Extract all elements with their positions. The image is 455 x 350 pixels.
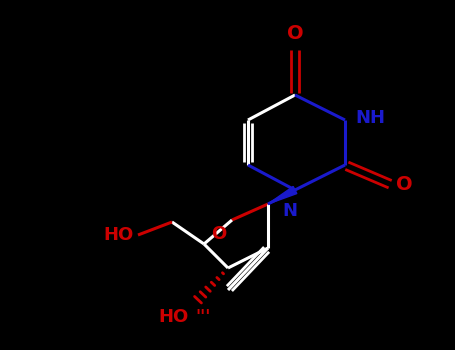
Text: O: O (287, 24, 303, 43)
Polygon shape (268, 187, 297, 204)
Text: O: O (396, 175, 413, 195)
Text: NH: NH (355, 109, 385, 127)
Text: ''': ''' (195, 308, 210, 326)
Text: HO: HO (104, 226, 134, 244)
Text: N: N (283, 202, 298, 220)
Text: O: O (211, 225, 226, 243)
Text: HO: HO (159, 308, 189, 326)
